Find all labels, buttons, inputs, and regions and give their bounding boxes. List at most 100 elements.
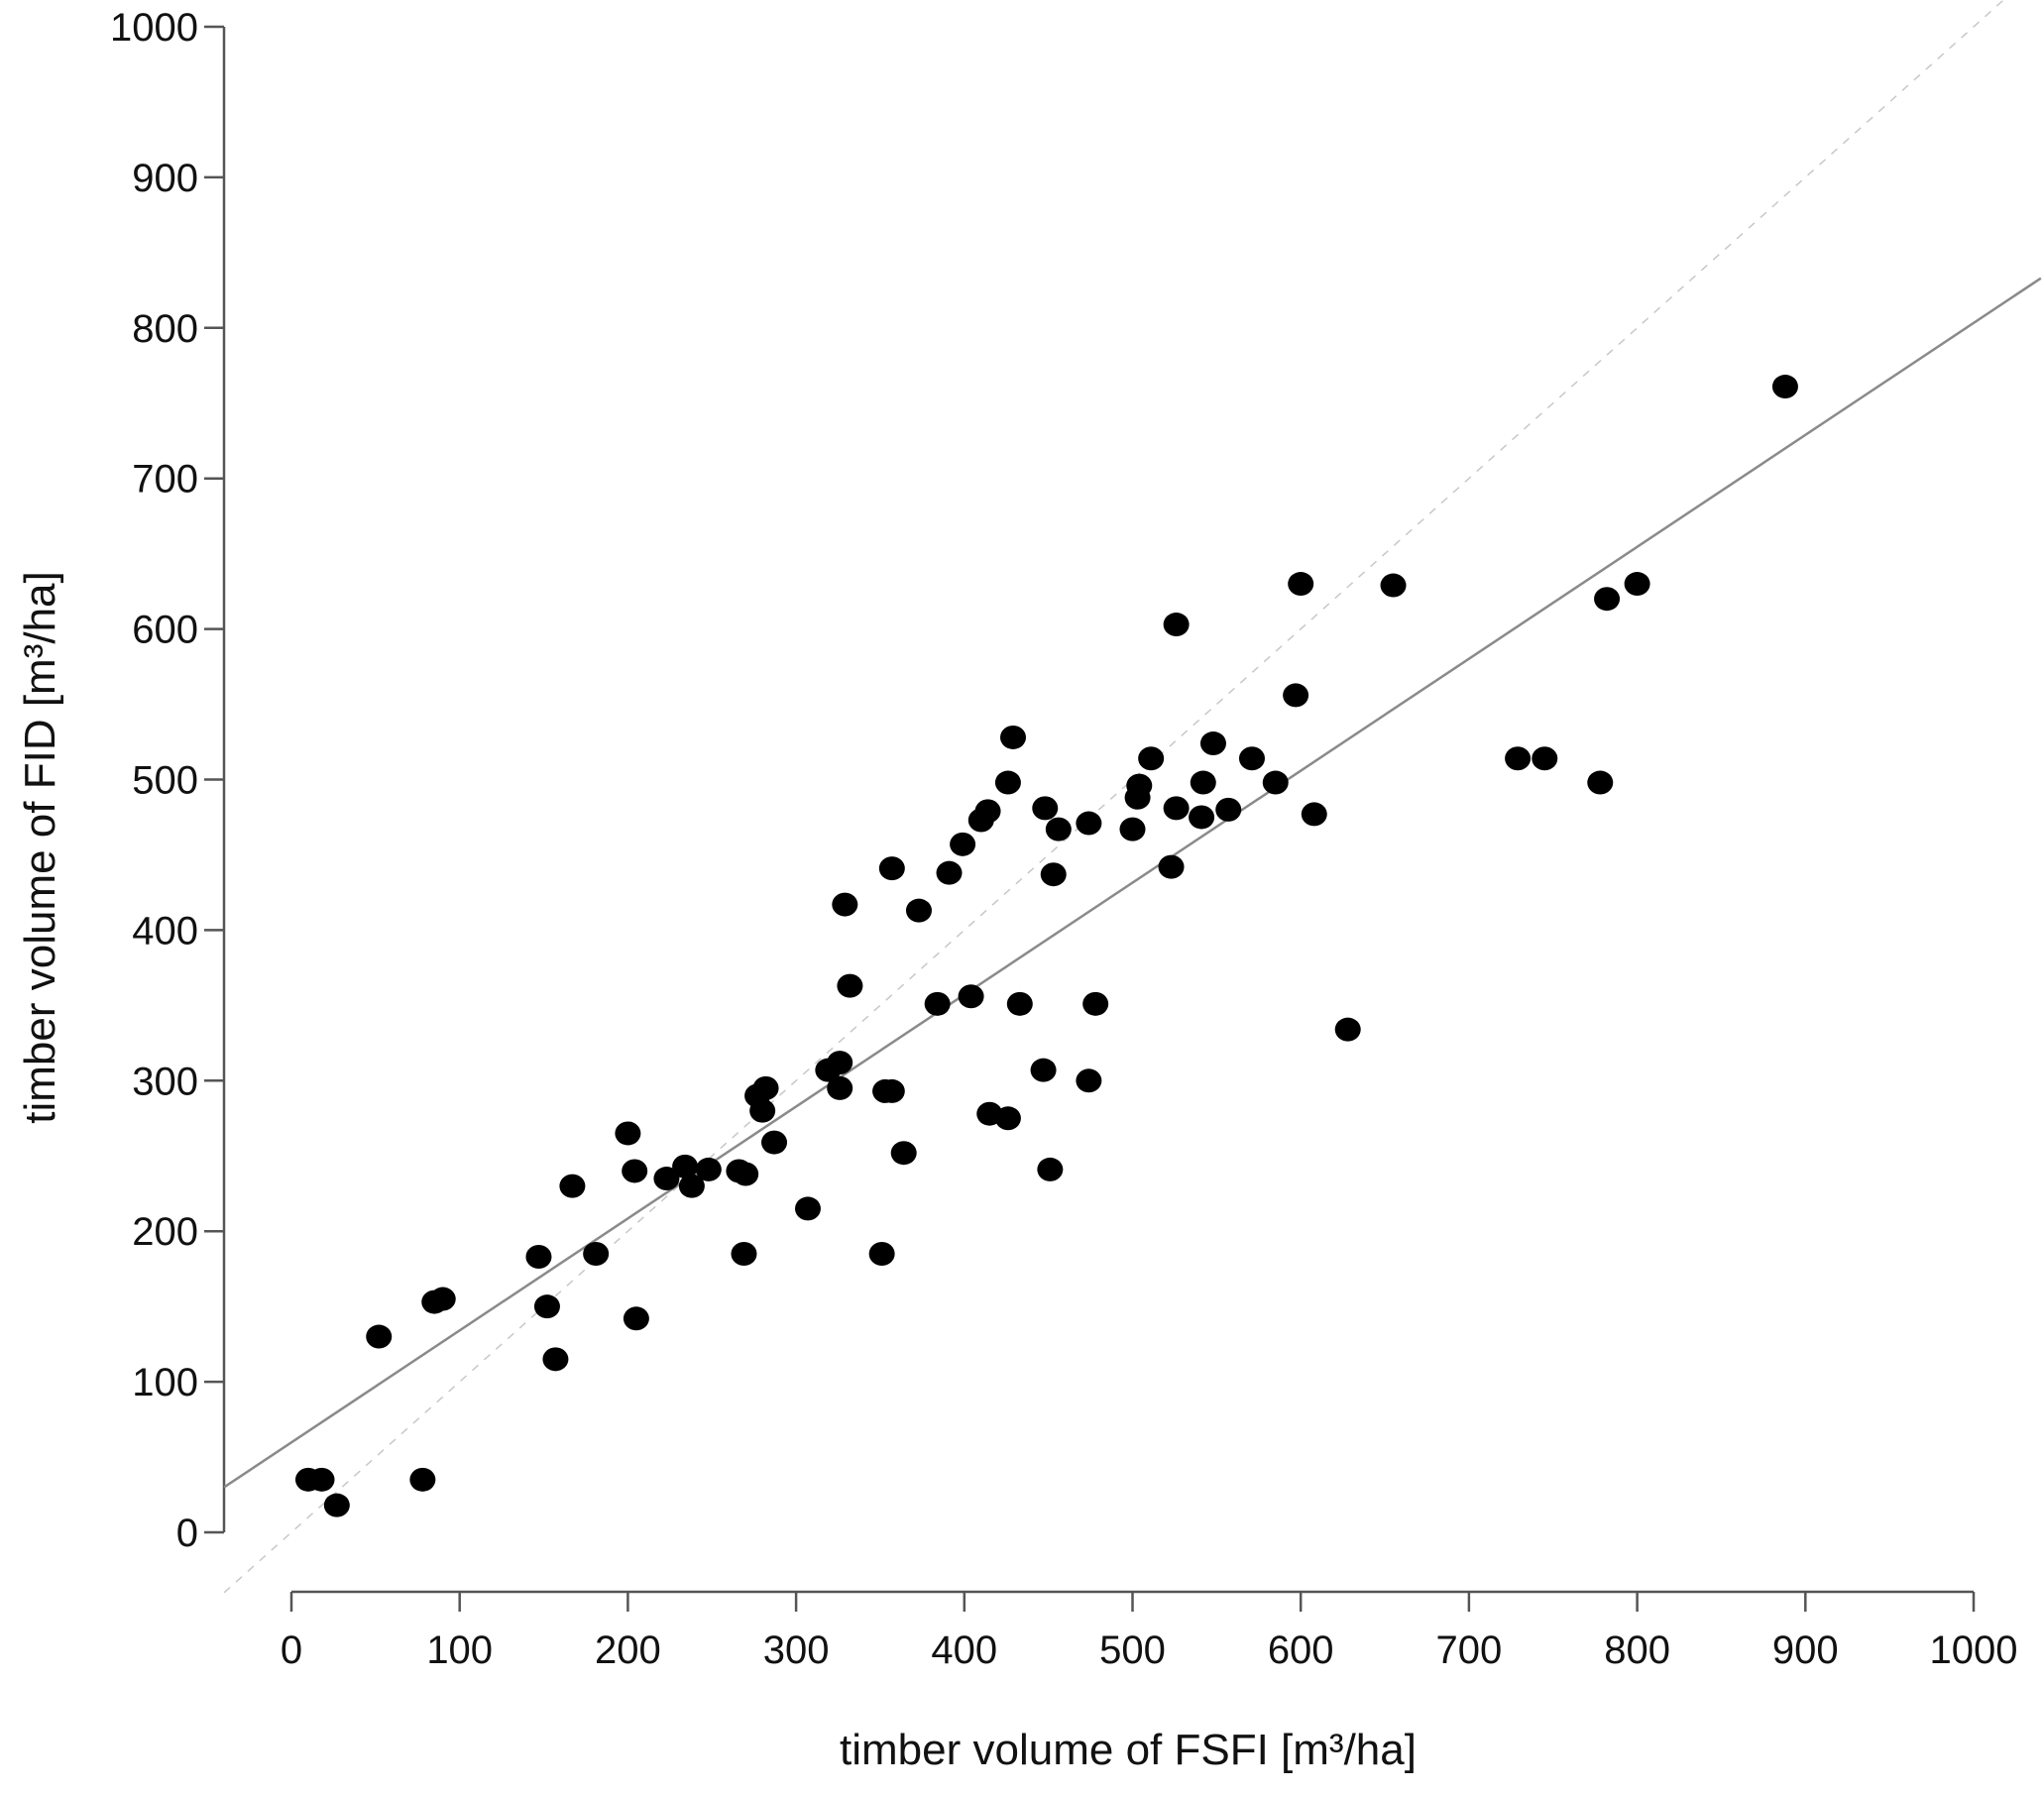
data-point [623, 1306, 649, 1331]
data-point [1076, 1068, 1102, 1093]
data-point [1037, 1157, 1064, 1181]
x-tick-label: 200 [595, 1628, 661, 1672]
data-point [994, 1106, 1021, 1131]
data-point [827, 1075, 853, 1100]
x-tick-label: 0 [281, 1628, 302, 1672]
data-point [731, 1241, 757, 1266]
data-point [672, 1154, 699, 1178]
data-point [1238, 746, 1265, 771]
data-point [1045, 817, 1072, 841]
data-point [1082, 991, 1109, 1016]
data-point [653, 1167, 680, 1191]
data-point [837, 973, 863, 998]
data-point [878, 1078, 905, 1103]
data-point [749, 1098, 776, 1123]
axes-layer: 0 100 200 300 400 500 600 700 800 900 1000 0 100 200 3… [110, 6, 2017, 1672]
data-point [308, 1467, 335, 1492]
data-point [994, 770, 1021, 795]
y-tick-label: 100 [132, 1361, 198, 1404]
y-tick-label: 900 [132, 157, 198, 200]
data-point [1594, 587, 1621, 612]
data-point [1158, 854, 1185, 879]
data-point [1076, 811, 1102, 836]
data-point [1126, 773, 1153, 798]
y-axis-title: timber volume of FID [m³/ha] [16, 571, 64, 1123]
data-point [868, 1241, 895, 1266]
data-point [1380, 573, 1407, 598]
data-point [1163, 796, 1190, 821]
x-tick-label: 400 [931, 1628, 997, 1672]
data-point [1138, 746, 1165, 771]
x-tick-label: 100 [426, 1628, 493, 1672]
data-point [1334, 1017, 1361, 1042]
data-point [1190, 770, 1216, 795]
y-tick-label: 0 [176, 1512, 198, 1555]
data-point [366, 1324, 393, 1349]
data-point [678, 1174, 705, 1198]
data-point [1505, 746, 1532, 771]
x-axis-title: timber volume of FSFI [m³/ha] [840, 1726, 1417, 1774]
data-point [525, 1245, 552, 1270]
y-tick-label: 400 [132, 909, 198, 953]
data-point [827, 1051, 853, 1075]
data-point [958, 984, 984, 1009]
data-point [1000, 725, 1027, 749]
data-point [1771, 375, 1798, 399]
y-tick-label: 300 [132, 1060, 198, 1103]
data-point [542, 1347, 569, 1372]
x-tick-label: 300 [763, 1628, 830, 1672]
data-point [1040, 862, 1067, 887]
data-point [924, 991, 951, 1016]
data-point [559, 1174, 586, 1198]
data-point [1032, 796, 1059, 821]
data-point [1624, 572, 1650, 597]
data-point [878, 856, 905, 881]
data-point [905, 898, 932, 923]
data-point [1163, 613, 1190, 637]
data-point [890, 1141, 917, 1166]
data-point [832, 892, 858, 917]
data-point [429, 1287, 456, 1311]
data-point [583, 1241, 610, 1266]
data-point [733, 1162, 759, 1186]
data-point [1283, 683, 1309, 708]
data-point [752, 1075, 779, 1100]
y-tick-label: 200 [132, 1210, 198, 1254]
data-point [409, 1467, 436, 1492]
y-tick-label: 600 [132, 609, 198, 652]
x-tick-label: 800 [1604, 1628, 1670, 1672]
data-point [1532, 746, 1558, 771]
y-tick-label: 700 [132, 458, 198, 502]
x-tick-label: 1000 [1930, 1628, 2018, 1672]
data-point [1119, 817, 1146, 841]
y-tick-label: 1000 [110, 6, 198, 50]
regression-line [223, 277, 2042, 1489]
x-tick-label: 700 [1436, 1628, 1503, 1672]
data-point [1288, 572, 1314, 597]
reference-lines-layer [223, 0, 2042, 1594]
data-point [1587, 770, 1614, 795]
data-point [695, 1157, 722, 1181]
identity-line [223, 0, 2005, 1594]
data-point [1189, 805, 1215, 830]
data-point [323, 1493, 350, 1517]
data-point [936, 860, 963, 885]
data-point [1301, 802, 1327, 827]
y-tick-label: 500 [132, 759, 198, 803]
points-layer [294, 375, 1798, 1517]
data-point [533, 1294, 560, 1319]
data-point [1030, 1058, 1057, 1082]
data-point [622, 1159, 648, 1183]
x-tick-label: 500 [1099, 1628, 1166, 1672]
data-point [1006, 991, 1033, 1016]
data-point [1262, 770, 1289, 795]
data-point [974, 799, 1001, 824]
data-point [1199, 731, 1226, 756]
data-point [794, 1196, 821, 1221]
y-tick-label: 800 [132, 307, 198, 351]
data-point [761, 1130, 788, 1155]
x-tick-label: 900 [1772, 1628, 1839, 1672]
x-tick-label: 600 [1268, 1628, 1334, 1672]
data-point [950, 832, 976, 856]
